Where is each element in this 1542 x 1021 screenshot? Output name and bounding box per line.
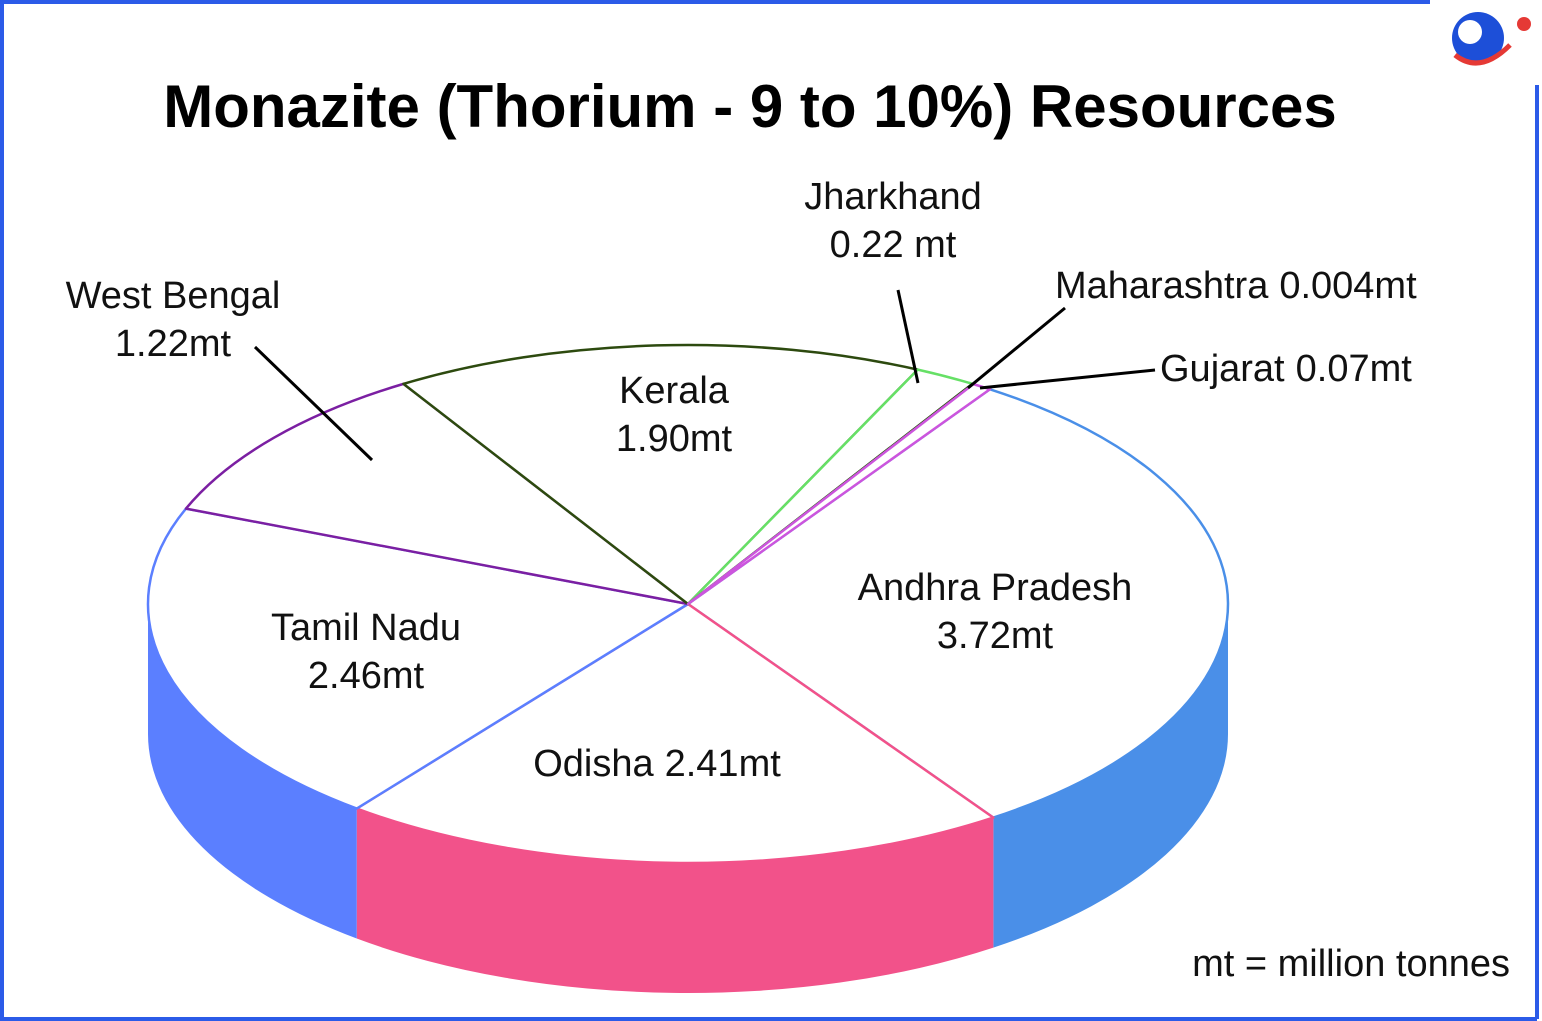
slice-label: Maharashtra 0.004mt [1055, 265, 1417, 307]
logo [1452, 12, 1531, 66]
leader-line [896, 289, 920, 384]
slice-side [356, 808, 994, 994]
slice [146, 507, 690, 810]
category-label: Jharkhand [804, 176, 981, 218]
slice [184, 382, 690, 606]
slice-label: Andhra Pradesh 3.72mt [858, 567, 1133, 657]
value-label: 0.07mt [1296, 348, 1413, 390]
slice-side [993, 604, 1228, 948]
leader-line [967, 306, 1066, 390]
slice-label: Gujarat 0.07mt [1160, 348, 1412, 390]
category-label: Maharashtra [1055, 265, 1269, 307]
slice-label: West Bengal 1.22mt [66, 275, 281, 365]
value-label: 0.22 mt [830, 224, 957, 266]
value-label: 3.72mt [937, 615, 1054, 657]
slice-label: Jharkhand 0.22 mt [804, 176, 981, 266]
slice [402, 343, 920, 606]
slice-label: Odisha 2.41mt [533, 743, 781, 785]
category-label: Tamil Nadu [271, 607, 461, 649]
category-label: Andhra Pradesh [858, 567, 1133, 609]
note: mt = million tonnes [1192, 943, 1510, 985]
slice [355, 602, 995, 865]
slice-label: Tamil Nadu 2.46mt [271, 607, 461, 697]
category-label: Gujarat [1160, 348, 1285, 390]
value-label: 2.46mt [308, 655, 425, 697]
leader-line [253, 345, 374, 462]
pie-sides [148, 604, 1228, 994]
category-label: West Bengal [66, 275, 281, 317]
chart-title: Monazite (Thorium - 9 to 10%) Resources [163, 73, 1337, 140]
leader-line [979, 368, 1156, 390]
category-label: Odisha [533, 743, 654, 785]
category-label: Kerala [619, 370, 730, 412]
value-label: 1.90mt [616, 418, 733, 460]
value-label: 1.22mt [115, 323, 232, 365]
value-label: 0.004mt [1279, 265, 1417, 307]
slice [686, 388, 1230, 819]
slice-side [148, 604, 357, 939]
slice-label: Kerala 1.90mt [616, 370, 733, 460]
value-label: 2.41mt [665, 743, 782, 785]
